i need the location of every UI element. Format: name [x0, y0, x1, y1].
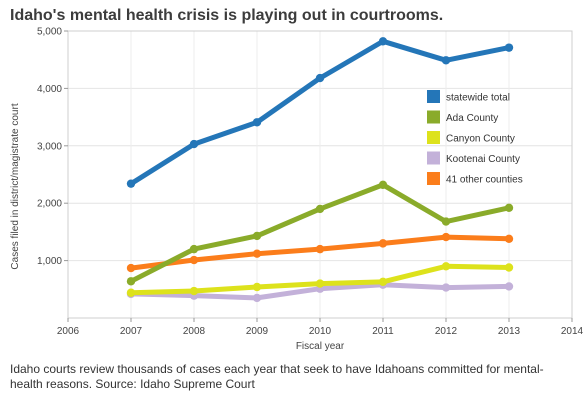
x-tick-label: 2009 [246, 326, 269, 337]
y-tick-label: 5,000 [37, 27, 62, 38]
data-point-ada-county [252, 231, 262, 241]
data-point-statewide-total [504, 43, 514, 52]
data-point-canyon-county [189, 286, 199, 296]
chart-title: Idaho's mental health crisis is playing … [10, 7, 444, 24]
legend-swatch-canyon-county [427, 131, 440, 144]
data-point-kootenai-county [441, 283, 451, 292]
data-point-41-other-counties [378, 239, 388, 248]
data-point-ada-county [189, 244, 199, 254]
data-point-canyon-county [315, 279, 325, 288]
x-tick-label: 2008 [183, 326, 206, 337]
legend-label-41-other-counties: 41 other counties [446, 175, 523, 186]
data-point-canyon-county [504, 263, 514, 272]
x-tick-label: 2011 [372, 326, 394, 337]
x-tick-label: 2010 [309, 326, 332, 337]
data-point-canyon-county [252, 282, 262, 292]
x-tick-label: 2012 [435, 326, 458, 337]
legend-label-kootenai-county: Kootenai County [446, 154, 520, 165]
legend-swatch-kootenai-county [427, 151, 440, 165]
y-axis-title: Cases filed in district/magistrate court [10, 103, 21, 269]
series-41-other-counties [126, 232, 514, 273]
x-tick-label: 2013 [498, 326, 521, 337]
data-point-ada-county [378, 180, 388, 190]
data-point-canyon-county [441, 262, 451, 271]
data-point-canyon-county [126, 288, 136, 297]
data-point-ada-county [315, 204, 325, 214]
data-point-ada-county [441, 217, 451, 226]
y-tick-label: 3,000 [37, 141, 62, 152]
x-tick-label: 2006 [57, 326, 80, 337]
legend-swatch-41-other-counties [427, 172, 440, 185]
data-point-41-other-counties [126, 263, 136, 273]
data-point-statewide-total [315, 73, 325, 83]
data-point-ada-county [126, 277, 136, 286]
y-tick-label: 2,000 [37, 199, 62, 210]
data-point-statewide-total [126, 179, 136, 188]
data-point-statewide-total [252, 118, 262, 127]
chart-caption: Idaho courts review thousands of cases e… [10, 362, 544, 391]
data-point-kootenai-county [504, 282, 514, 291]
data-point-ada-county [504, 203, 514, 212]
data-point-statewide-total [378, 37, 388, 46]
data-point-kootenai-county [252, 293, 262, 303]
series-group [126, 37, 514, 303]
y-axis: 1,000 2,000 3,000 4,000 5,000 [37, 27, 68, 267]
x-tick-label: 2014 [561, 326, 584, 337]
legend: statewide total Ada County Canyon County Ko… [427, 90, 523, 186]
series-statewide-total [126, 37, 514, 188]
x-axis: 2006 2007 2008 2009 2010 2011 2012 2013 2014 [57, 318, 584, 337]
legend-swatch-statewide-total [427, 90, 440, 103]
data-point-41-other-counties [441, 232, 451, 242]
y-tick-label: 1,000 [37, 256, 62, 267]
line-chart: 2006 2007 2008 2009 2010 2011 2012 2013 2014 1,0… [10, 27, 584, 353]
legend-label-ada-county: Ada County [446, 113, 498, 124]
data-point-41-other-counties [189, 255, 199, 265]
legend-label-canyon-county: Canyon County [446, 134, 515, 145]
data-point-statewide-total [441, 56, 451, 65]
data-point-41-other-counties [504, 234, 514, 243]
y-tick-label: 4,000 [37, 84, 62, 95]
legend-label-statewide-total: statewide total [446, 93, 510, 104]
data-point-41-other-counties [252, 249, 262, 258]
data-point-41-other-counties [315, 244, 325, 254]
data-point-statewide-total [189, 139, 199, 149]
x-axis-title: Fiscal year [296, 341, 345, 352]
data-point-canyon-county [378, 277, 388, 287]
legend-swatch-ada-county [427, 110, 440, 124]
series-canyon-county [126, 262, 514, 297]
series-ada-county [126, 180, 514, 286]
x-tick-label: 2007 [120, 326, 143, 337]
